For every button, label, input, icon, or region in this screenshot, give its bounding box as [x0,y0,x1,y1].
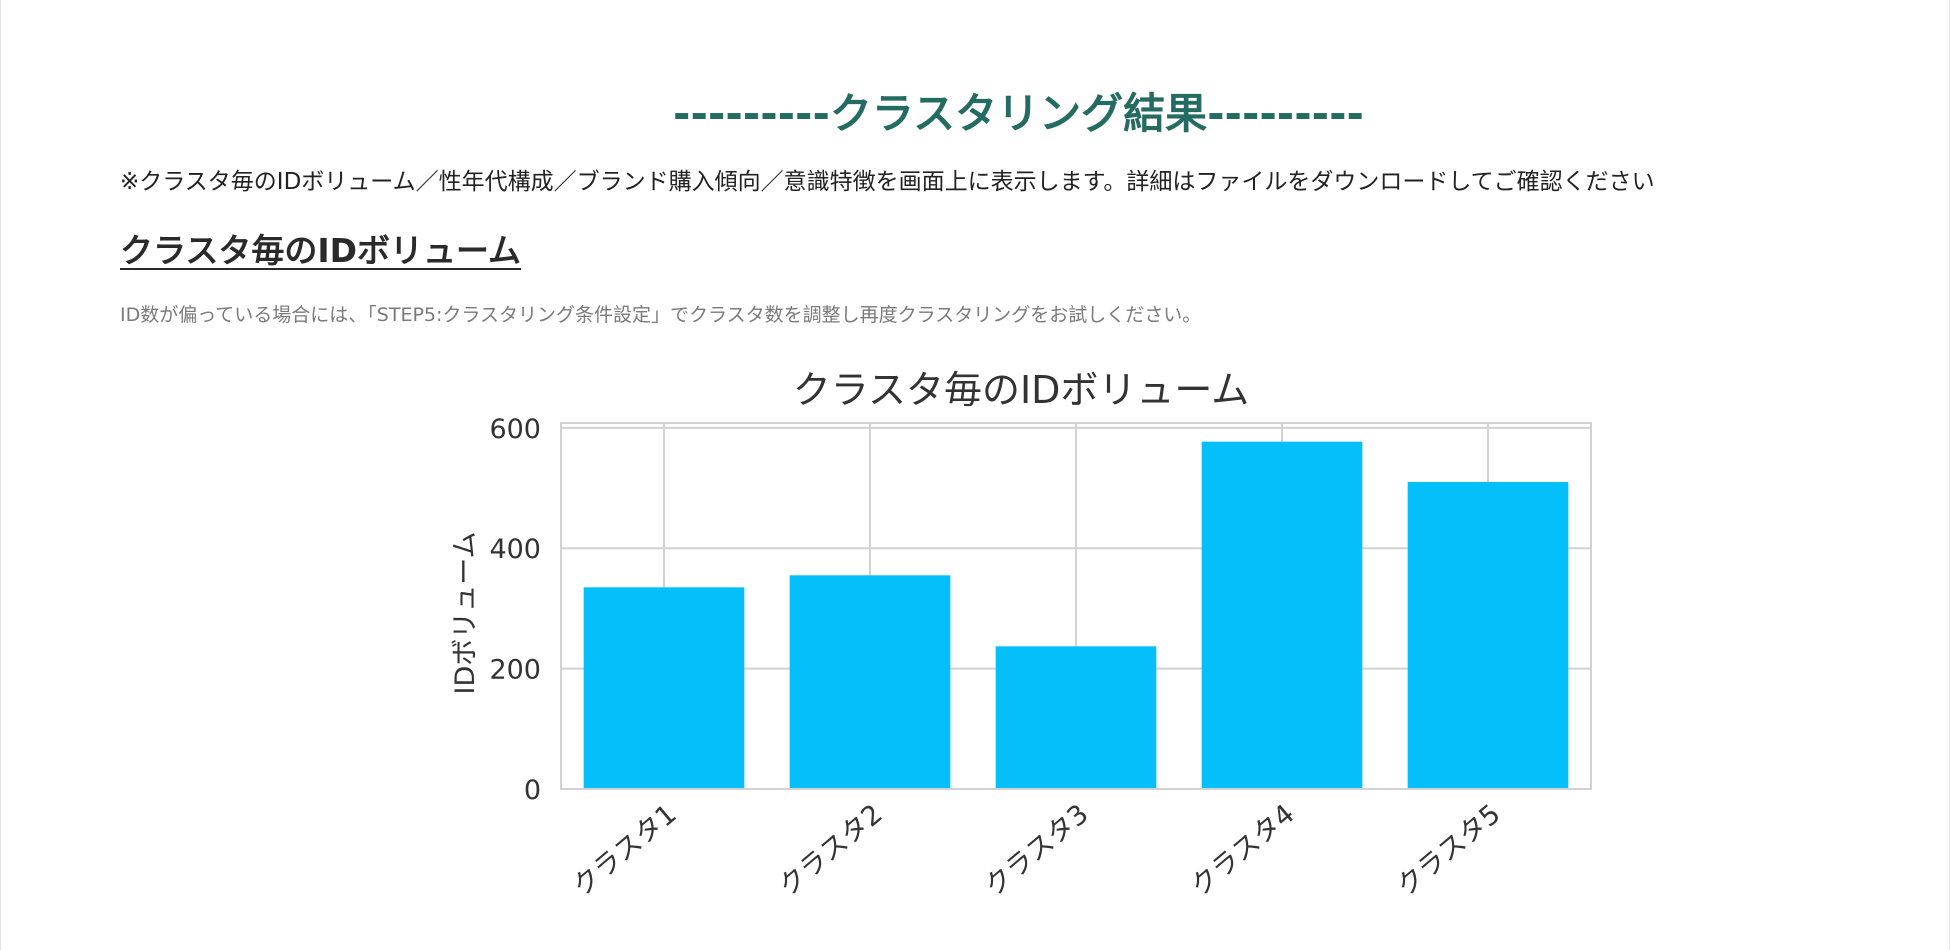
x-tick-label: クラスタ1 [567,799,682,903]
result-title: ---------クラスタリング結果--------- [673,89,1364,138]
y-tick-label: 200 [489,655,541,686]
x-tick-label: クラスタ3 [979,799,1094,903]
frame-layer [560,422,1592,790]
x-tick-label: クラスタ5 [1391,799,1506,903]
plot-frame [560,422,1592,790]
chart-title: クラスタ毎のIDボリューム [793,368,1250,412]
chart-svg: 0 200 400 600 クラスタ1 クラスタ2 クラスタ3 クラスタ4 クラスタ5 クラスタ… [450,368,1592,903]
bar-1 [583,587,745,789]
y-tick-label: 0 [524,775,541,806]
adjustment-hint: ID数が偏っている場合には、「STEP5:クラスタリング条件設定」でクラスタ数を… [120,304,1202,326]
x-tick-label: クラスタ2 [773,799,888,903]
bar-layer [583,441,1569,789]
bar-2 [789,575,951,789]
y-tick-label: 400 [489,534,541,565]
bar-4 [1201,441,1363,789]
x-tick-label: クラスタ4 [1185,799,1300,903]
section-heading: クラスタ毎のIDボリューム [120,231,522,270]
bar-3 [995,646,1157,789]
y-tick-label: 600 [489,414,541,445]
display-notice: ※クラスタ毎のIDボリューム／性年代構成／ブランド購入傾向／意識特徴を画面上に表… [120,169,1655,195]
id-volume-chart: 0 200 400 600 クラスタ1 クラスタ2 クラスタ3 クラスタ4 クラスタ5 クラスタ… [431,355,1611,950]
bar-5 [1407,481,1569,789]
y-axis-label: IDボリューム [450,532,481,695]
